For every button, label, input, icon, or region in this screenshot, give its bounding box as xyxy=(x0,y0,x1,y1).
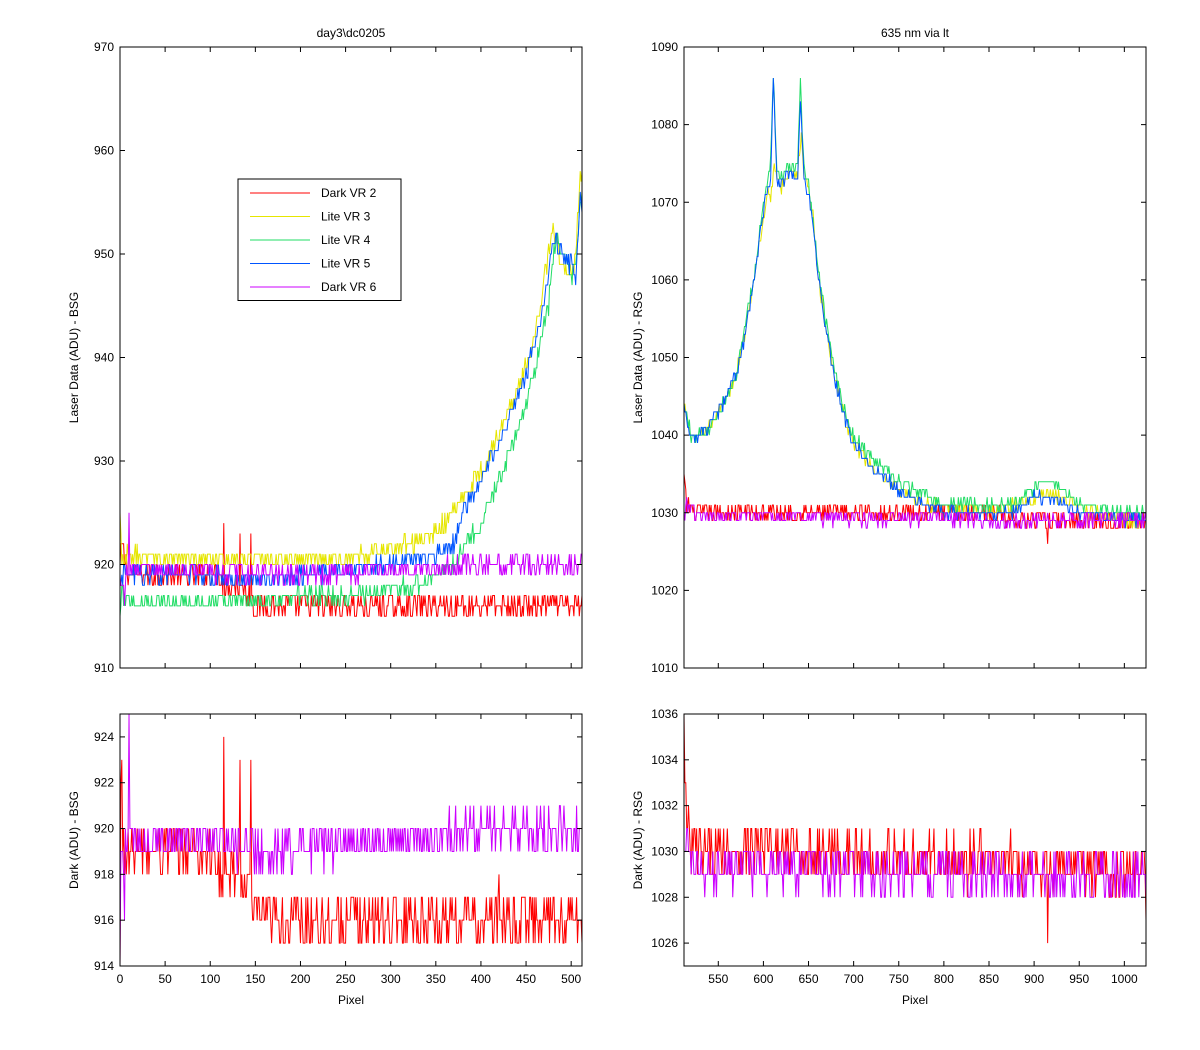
legend: Dark VR 2 Lite VR 3 Lite VR 4 Lite VR 5 Dark… xyxy=(237,178,402,301)
y-tick-label: 1080 xyxy=(651,118,678,132)
y-tick-label: 1010 xyxy=(651,661,678,675)
x-tick-label: 400 xyxy=(471,972,491,986)
y-tick-label: 1034 xyxy=(651,753,678,767)
series-line-2 xyxy=(684,828,1146,898)
x-axis-label: Pixel xyxy=(902,993,928,1007)
y-axis-label: Laser Data (ADU) - RSG xyxy=(631,291,645,423)
legend-entry: Lite VR 3 xyxy=(321,210,371,224)
series-line-2 xyxy=(120,171,582,565)
y-tick-label: 1040 xyxy=(651,428,678,442)
plot-frame xyxy=(119,713,583,967)
y-tick-label: 1026 xyxy=(651,936,678,950)
x-tick-label: 650 xyxy=(799,972,819,986)
y-tick-label: 922 xyxy=(94,776,114,790)
series-line-1 xyxy=(120,736,582,966)
y-tick-label: 960 xyxy=(94,144,114,158)
x-tick-label: 900 xyxy=(1024,972,1044,986)
y-tick-label: 1050 xyxy=(651,351,678,365)
plot-frame xyxy=(683,713,1147,967)
y-tick-label: 1030 xyxy=(651,844,678,858)
x-tick-label: 50 xyxy=(158,972,172,986)
chart-title: 635 nm via lt xyxy=(881,26,950,40)
legend-entry: Dark VR 6 xyxy=(321,280,377,294)
x-tick-label: 150 xyxy=(245,972,265,986)
series-lines xyxy=(120,171,582,617)
x-tick-label: 450 xyxy=(516,972,536,986)
y-tick-label: 930 xyxy=(94,454,114,468)
series-line-3 xyxy=(684,78,1146,521)
series-line-4 xyxy=(684,78,1146,529)
x-tick-label: 0 xyxy=(117,972,124,986)
y-tick-label: 1032 xyxy=(651,799,678,813)
y-tick-label: 916 xyxy=(94,913,114,927)
x-tick-label: 850 xyxy=(979,972,999,986)
chart-title: day3\dc0205 xyxy=(317,26,386,40)
y-tick-label: 924 xyxy=(94,730,114,744)
y-tick-label: 920 xyxy=(94,558,114,572)
y-tick-label: 940 xyxy=(94,351,114,365)
legend-entry: Dark VR 2 xyxy=(321,186,377,200)
y-tick-label: 1060 xyxy=(651,273,678,287)
x-tick-label: 700 xyxy=(844,972,864,986)
series-line-1 xyxy=(120,523,582,617)
y-axis-label: Dark (ADU) - RSG xyxy=(631,791,645,890)
x-tick-label: 300 xyxy=(381,972,401,986)
x-tick-label: 950 xyxy=(1069,972,1089,986)
x-tick-label: 1000 xyxy=(1111,972,1138,986)
plot-area xyxy=(684,714,1146,966)
x-tick-label: 550 xyxy=(708,972,728,986)
y-tick-label: 1030 xyxy=(651,506,678,520)
plot-area xyxy=(684,47,1146,668)
y-tick-label: 910 xyxy=(94,661,114,675)
x-tick-label: 500 xyxy=(561,972,581,986)
x-axis-label: Pixel xyxy=(338,993,364,1007)
legend-entry: Lite VR 4 xyxy=(321,233,371,247)
x-tick-label: 800 xyxy=(934,972,954,986)
legend-entry: Lite VR 5 xyxy=(321,257,371,271)
series-lines xyxy=(684,714,1146,944)
x-tick-label: 750 xyxy=(889,972,909,986)
y-axis-label: Laser Data (ADU) - BSG xyxy=(67,292,81,423)
x-tick-label: 350 xyxy=(426,972,446,986)
y-tick-label: 970 xyxy=(94,40,114,54)
plot-laser-bsg: 910 920 930 940 950 960 970 day3\dc0205 Laser Da… xyxy=(67,26,583,675)
y-tick-label: 1020 xyxy=(651,583,678,597)
x-tick-label: 100 xyxy=(200,972,220,986)
x-tick-label: 200 xyxy=(290,972,310,986)
y-tick-label: 920 xyxy=(94,822,114,836)
y-tick-label: 1028 xyxy=(651,890,678,904)
plot-dark-rsg: 550 600 650 700 750 800 850 900 950 1000 1026 1028 1… xyxy=(631,707,1147,1007)
series-line-2 xyxy=(684,132,1146,529)
x-tick-label: 250 xyxy=(336,972,356,986)
plot-dark-bsg: 0 50 100 150 200 250 300 350 400 450 500 914 916 918 9… xyxy=(67,713,583,1007)
x-tick-label: 600 xyxy=(753,972,773,986)
y-tick-label: 1090 xyxy=(651,40,678,54)
plot-laser-rsg: 1010 1020 1030 1040 1050 1060 1070 1080 1090 635 … xyxy=(631,26,1147,675)
series-line-2 xyxy=(120,714,582,966)
series-lines xyxy=(684,78,1146,544)
series-line-5 xyxy=(684,497,1146,529)
y-tick-label: 1036 xyxy=(651,707,678,721)
y-axis-label: Dark (ADU) - BSG xyxy=(67,791,81,889)
y-tick-label: 950 xyxy=(94,247,114,261)
series-lines xyxy=(120,714,582,966)
y-tick-label: 918 xyxy=(94,867,114,881)
series-line-5 xyxy=(120,512,582,606)
y-tick-label: 1070 xyxy=(651,195,678,209)
y-tick-label: 914 xyxy=(94,959,114,973)
